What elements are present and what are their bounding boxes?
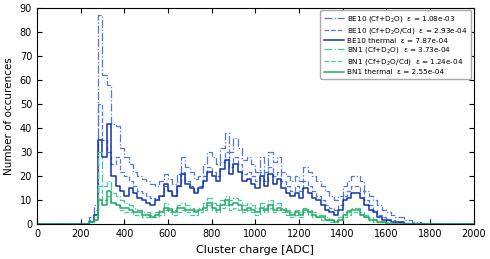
Y-axis label: Number of occurences: Number of occurences	[4, 57, 14, 175]
Legend: BE10 (Cf+D$_2$O)  ε = 1.08e-03, BE10 (Cf+D$_2$O/Cd)  ε = 2.93e-04, BE10 thermal : BE10 (Cf+D$_2$O) ε = 1.08e-03, BE10 (Cf+…	[320, 10, 471, 79]
X-axis label: Cluster charge [ADC]: Cluster charge [ADC]	[196, 245, 314, 255]
